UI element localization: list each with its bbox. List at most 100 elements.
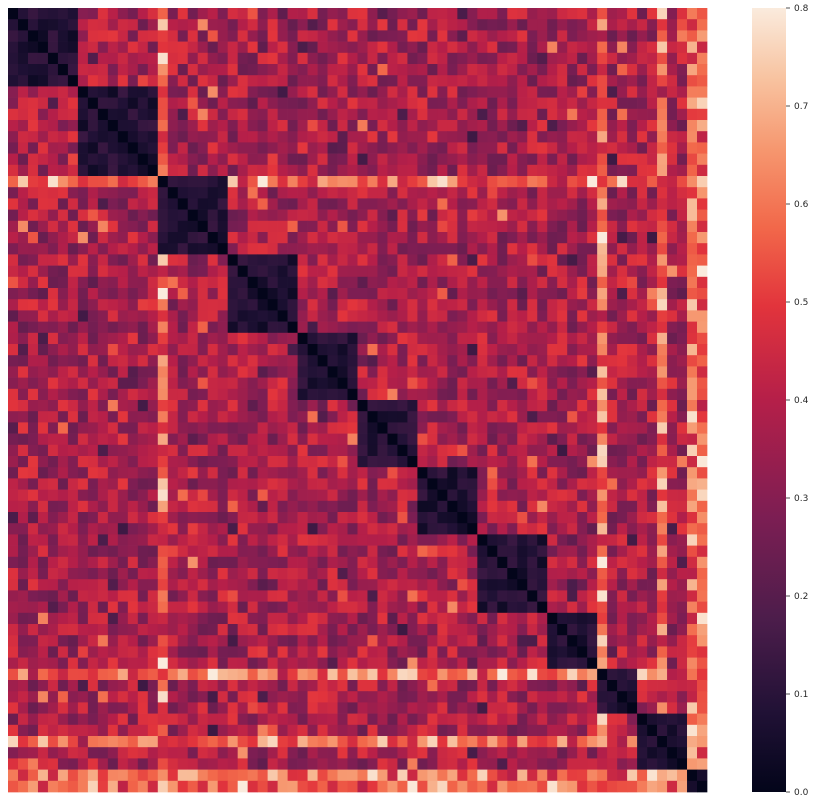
heatmap-cell — [107, 556, 119, 569]
heatmap-cell — [147, 164, 159, 177]
heatmap-cell — [547, 120, 558, 132]
heatmap-cell — [587, 243, 598, 255]
heatmap-cell — [447, 64, 458, 76]
heatmap-cell — [487, 758, 498, 770]
heatmap-cell — [527, 534, 538, 546]
heatmap-cell — [347, 668, 358, 681]
heatmap-cell — [617, 120, 628, 132]
heatmap-cell — [467, 8, 478, 20]
heatmap-cell — [387, 265, 398, 278]
heatmap-cell — [467, 366, 478, 378]
heatmap-cell — [407, 780, 418, 793]
heatmap-cell — [647, 668, 658, 681]
heatmap-cell — [57, 668, 69, 681]
heatmap-cell — [137, 747, 149, 759]
heatmap-cell — [667, 736, 678, 748]
heatmap-cell — [17, 276, 29, 289]
heatmap-cell — [117, 724, 129, 737]
heatmap-cell — [697, 534, 708, 546]
heatmap-cell — [617, 388, 628, 401]
heatmap-cell — [377, 232, 388, 244]
heatmap-cell — [407, 176, 418, 188]
heatmap-cell — [557, 30, 568, 42]
heatmap-cell — [377, 220, 388, 233]
heatmap-cell — [647, 187, 658, 199]
heatmap-cell — [427, 332, 438, 345]
heatmap-cell — [247, 97, 258, 110]
heatmap-cell — [507, 736, 518, 748]
heatmap-cell — [697, 52, 708, 65]
heatmap-cell — [47, 624, 59, 636]
heatmap-cell — [187, 724, 199, 737]
heatmap-cell — [377, 780, 388, 793]
heatmap-cell — [287, 668, 298, 681]
heatmap-cell — [657, 310, 668, 322]
heatmap-cell — [647, 467, 658, 479]
heatmap-cell — [367, 232, 378, 244]
heatmap-cell — [537, 433, 548, 446]
heatmap-cell — [8, 265, 19, 278]
heatmap-cell — [167, 254, 179, 266]
heatmap-cell — [557, 377, 568, 390]
heatmap-cell — [607, 512, 618, 524]
heatmap-cell — [637, 299, 648, 311]
heatmap-cell — [337, 691, 348, 703]
heatmap-cell — [27, 75, 39, 87]
heatmap-cell — [357, 411, 368, 423]
heatmap-cell — [197, 691, 209, 703]
heatmap-cell — [487, 276, 498, 289]
heatmap-cell — [467, 500, 478, 513]
heatmap-cell — [37, 624, 49, 636]
heatmap-cell — [497, 232, 508, 244]
heatmap-cell — [197, 590, 209, 602]
heatmap-cell — [177, 668, 189, 681]
heatmap-cell — [347, 523, 358, 535]
heatmap-cell — [647, 422, 658, 434]
heatmap-cell — [627, 400, 638, 412]
heatmap-cell — [167, 232, 179, 244]
heatmap-cell — [627, 8, 638, 20]
heatmap-cell — [607, 556, 618, 569]
heatmap-cell — [257, 601, 268, 614]
heatmap-cell — [367, 344, 378, 356]
heatmap-cell — [257, 411, 268, 423]
heatmap-cell — [37, 120, 49, 132]
heatmap-cell — [617, 288, 628, 300]
heatmap-cell — [397, 467, 408, 479]
heatmap-cell — [487, 377, 498, 390]
heatmap-cell — [487, 657, 498, 670]
heatmap-cell — [507, 545, 518, 558]
heatmap-cell — [417, 624, 428, 636]
heatmap-cell — [197, 489, 209, 502]
heatmap-cell — [117, 366, 129, 378]
heatmap-cell — [557, 86, 568, 98]
heatmap-cell — [127, 456, 139, 468]
heatmap-cell — [347, 512, 358, 524]
heatmap-cell — [67, 500, 79, 513]
heatmap-cell — [277, 590, 288, 602]
heatmap-cell — [317, 310, 328, 322]
heatmap-cell — [267, 668, 278, 681]
heatmap-cell — [157, 534, 169, 546]
heatmap-cell — [337, 232, 348, 244]
heatmap-cell — [27, 187, 39, 199]
heatmap-cell — [417, 254, 428, 266]
heatmap-cell — [467, 444, 478, 457]
heatmap-cell — [427, 355, 438, 367]
heatmap-cell — [477, 713, 488, 726]
heatmap-cell — [687, 713, 698, 726]
heatmap-cell — [167, 478, 179, 490]
heatmap-cell — [667, 355, 678, 367]
heatmap-cell — [337, 702, 348, 714]
heatmap-cell — [187, 220, 199, 233]
heatmap-cell — [507, 41, 518, 54]
heatmap-cell — [237, 556, 249, 569]
heatmap-cell — [367, 30, 378, 42]
heatmap-cell — [497, 64, 508, 76]
heatmap-cell — [357, 422, 368, 434]
heatmap-cell — [587, 534, 598, 546]
heatmap-cell — [27, 299, 39, 311]
heatmap-cell — [387, 30, 398, 42]
heatmap-cell — [477, 590, 488, 602]
heatmap-cell — [217, 310, 229, 322]
